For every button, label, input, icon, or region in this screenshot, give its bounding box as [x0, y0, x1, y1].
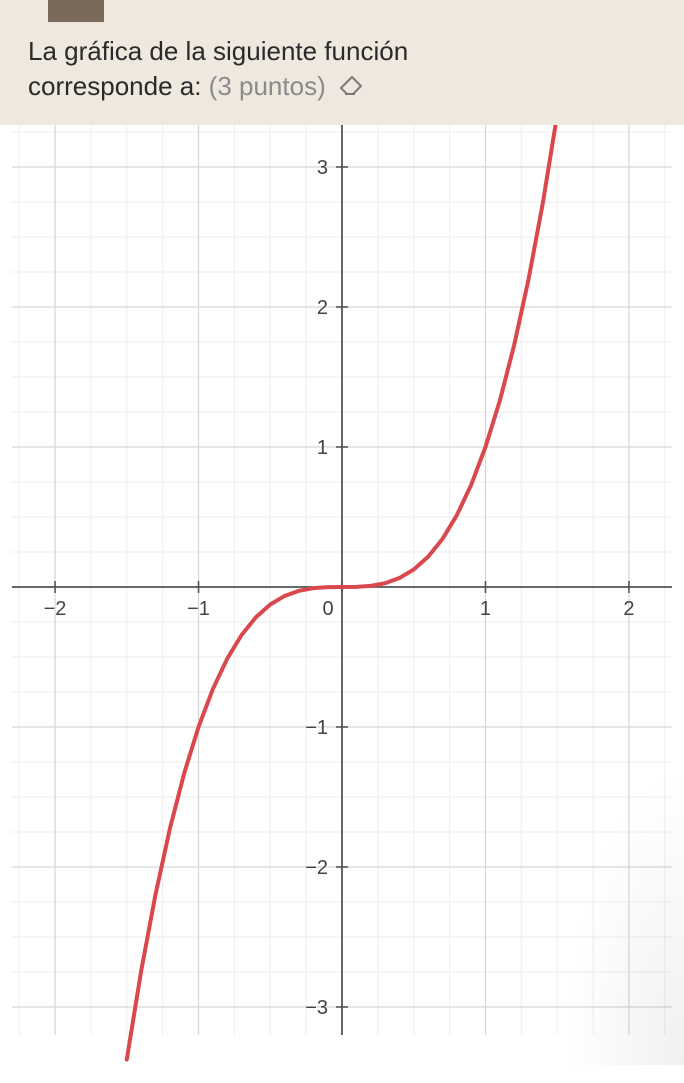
svg-text:1: 1	[317, 437, 328, 459]
svg-text:1: 1	[480, 598, 491, 620]
eraser-icon[interactable]	[337, 72, 365, 107]
question-text: La gráfica de la siguiente función corre…	[28, 34, 656, 107]
function-graph: −2 −1 0 1 2 −3 −2 −1 1 2 3	[0, 125, 684, 1065]
svg-text:−1: −1	[187, 598, 210, 620]
question-number-badge	[48, 0, 104, 22]
svg-text:−2: −2	[44, 598, 67, 620]
question-header: La gráfica de la siguiente función corre…	[0, 0, 684, 125]
question-line2-prefix: corresponde a:	[28, 71, 209, 101]
svg-text:−2: −2	[305, 857, 328, 879]
question-line1: La gráfica de la siguiente función	[28, 36, 408, 66]
chart-container: −2 −1 0 1 2 −3 −2 −1 1 2 3	[0, 125, 684, 1065]
svg-text:0: 0	[322, 598, 333, 620]
points-label: (3 puntos)	[209, 71, 326, 101]
svg-text:−1: −1	[305, 717, 328, 739]
svg-text:2: 2	[623, 598, 634, 620]
svg-text:2: 2	[317, 297, 328, 319]
svg-text:−3: −3	[305, 997, 328, 1019]
svg-text:3: 3	[317, 157, 328, 179]
